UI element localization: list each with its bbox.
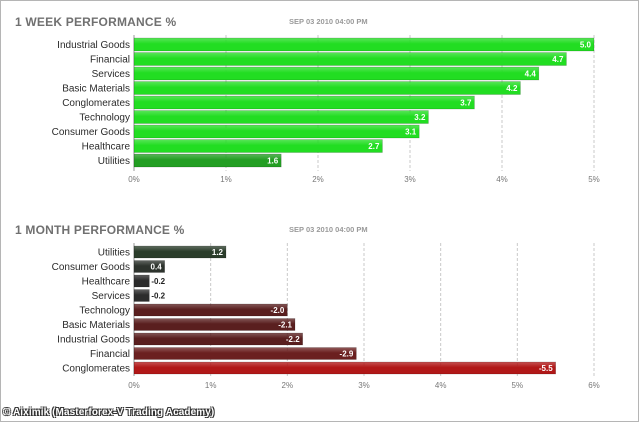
month-category-label: Basic Materials xyxy=(62,320,130,331)
week-value-label: 2.7 xyxy=(368,142,380,151)
week-value-label: 1.6 xyxy=(267,157,279,166)
week-chart-title: 1 WEEK PERFORMANCE % xyxy=(15,15,177,29)
month-value-label: -0.2 xyxy=(151,292,165,301)
month-category-label: Industrial Goods xyxy=(57,335,130,346)
month-category-label: Consumer Goods xyxy=(52,262,130,273)
month-value-label: 0.4 xyxy=(151,263,163,272)
month-category-label: Healthcare xyxy=(82,277,131,288)
month-bar-healthcare xyxy=(133,274,150,288)
month-chart-title: 1 MONTH PERFORMANCE % xyxy=(15,223,185,237)
month-tick-label: 0% xyxy=(128,381,140,390)
week-category-label: Industrial Goods xyxy=(57,40,130,51)
week-category-label: Conglomerates xyxy=(62,98,130,109)
week-category-label: Healthcare xyxy=(82,142,131,153)
footer-credit: © Aiximik (Masterforex-V Trading Academy… xyxy=(3,407,215,418)
week-performance-chart: 0% 1% 2% 3% 4% 5% Industrial Goods 5.0 Financial… xyxy=(52,35,600,184)
week-bar-services xyxy=(133,66,540,81)
week-tick-label: 2% xyxy=(312,175,324,184)
week-bar-basic-materials xyxy=(133,81,521,95)
month-chart-date: SEP 03 2010 04:00 PM xyxy=(289,225,368,234)
month-value-label: -0.2 xyxy=(151,277,165,286)
week-category-label: Technology xyxy=(79,113,130,124)
month-tick-label: 1% xyxy=(205,381,217,390)
week-tick-label: 1% xyxy=(220,175,232,184)
week-value-label: 3.1 xyxy=(405,128,417,137)
month-bar-consumer-goods xyxy=(133,260,165,273)
week-value-label: 4.7 xyxy=(552,55,564,64)
month-bar-services xyxy=(133,289,150,302)
week-tick-label: 3% xyxy=(404,175,416,184)
week-category-label: Consumer Goods xyxy=(52,127,130,138)
month-value-label: -2.9 xyxy=(340,350,354,359)
month-value-label: -2.1 xyxy=(278,321,292,330)
week-bar-conglomerates xyxy=(133,95,475,110)
month-value-label: -2.2 xyxy=(286,335,300,344)
week-bar-healthcare xyxy=(133,139,383,153)
month-category-label: Services xyxy=(92,291,130,302)
month-tick-label: 4% xyxy=(435,381,447,390)
month-performance-panel: 1 MONTH PERFORMANCE % SEP 03 2010 04:00 … xyxy=(1,206,638,401)
week-bar-technology xyxy=(133,110,429,124)
month-bar-conglomerates xyxy=(133,361,556,375)
week-value-label: 4.4 xyxy=(525,70,537,79)
week-bar-consumer-goods xyxy=(133,124,420,139)
week-bar-industrial-goods xyxy=(133,37,595,52)
week-category-label: Services xyxy=(92,69,130,80)
month-bar-financial xyxy=(133,347,357,360)
month-category-label: Utilities xyxy=(98,248,130,259)
week-tick-label: 5% xyxy=(588,175,600,184)
month-tick-label: 3% xyxy=(358,381,370,390)
month-value-label: 1.2 xyxy=(212,248,224,257)
week-value-label: 4.2 xyxy=(506,84,518,93)
week-tick-label: 4% xyxy=(496,175,508,184)
month-bar-utilities xyxy=(133,245,227,259)
week-tick-label: 0% xyxy=(128,175,140,184)
week-performance-panel: 1 WEEK PERFORMANCE % SEP 03 2010 04:00 P… xyxy=(1,1,638,206)
week-category-label: Utilities xyxy=(98,156,130,167)
month-tick-label: 2% xyxy=(282,381,294,390)
month-category-label: Financial xyxy=(90,349,130,360)
month-bar-industrial-goods xyxy=(133,332,303,346)
week-value-label: 3.2 xyxy=(414,113,426,122)
week-bar-financial xyxy=(133,52,567,66)
month-bar-technology xyxy=(133,303,288,317)
month-category-label: Technology xyxy=(79,306,130,317)
month-category-label: Conglomerates xyxy=(62,364,130,375)
week-value-label: 5.0 xyxy=(580,41,592,50)
month-tick-label: 5% xyxy=(512,381,524,390)
week-value-label: 3.7 xyxy=(460,99,472,108)
month-performance-chart: 0% 1% 2% 3% 4% 5% 6% Utilities 1.2 Consumer Goods… xyxy=(52,243,600,390)
week-category-label: Financial xyxy=(90,55,130,66)
week-category-label: Basic Materials xyxy=(62,84,130,95)
week-chart-date: SEP 03 2010 04:00 PM xyxy=(289,17,368,26)
month-bar-basic-materials xyxy=(133,318,296,331)
week-bar-utilities xyxy=(133,153,282,168)
month-value-label: -5.5 xyxy=(539,364,553,373)
month-value-label: -2.0 xyxy=(271,306,285,315)
month-tick-label: 6% xyxy=(588,381,600,390)
